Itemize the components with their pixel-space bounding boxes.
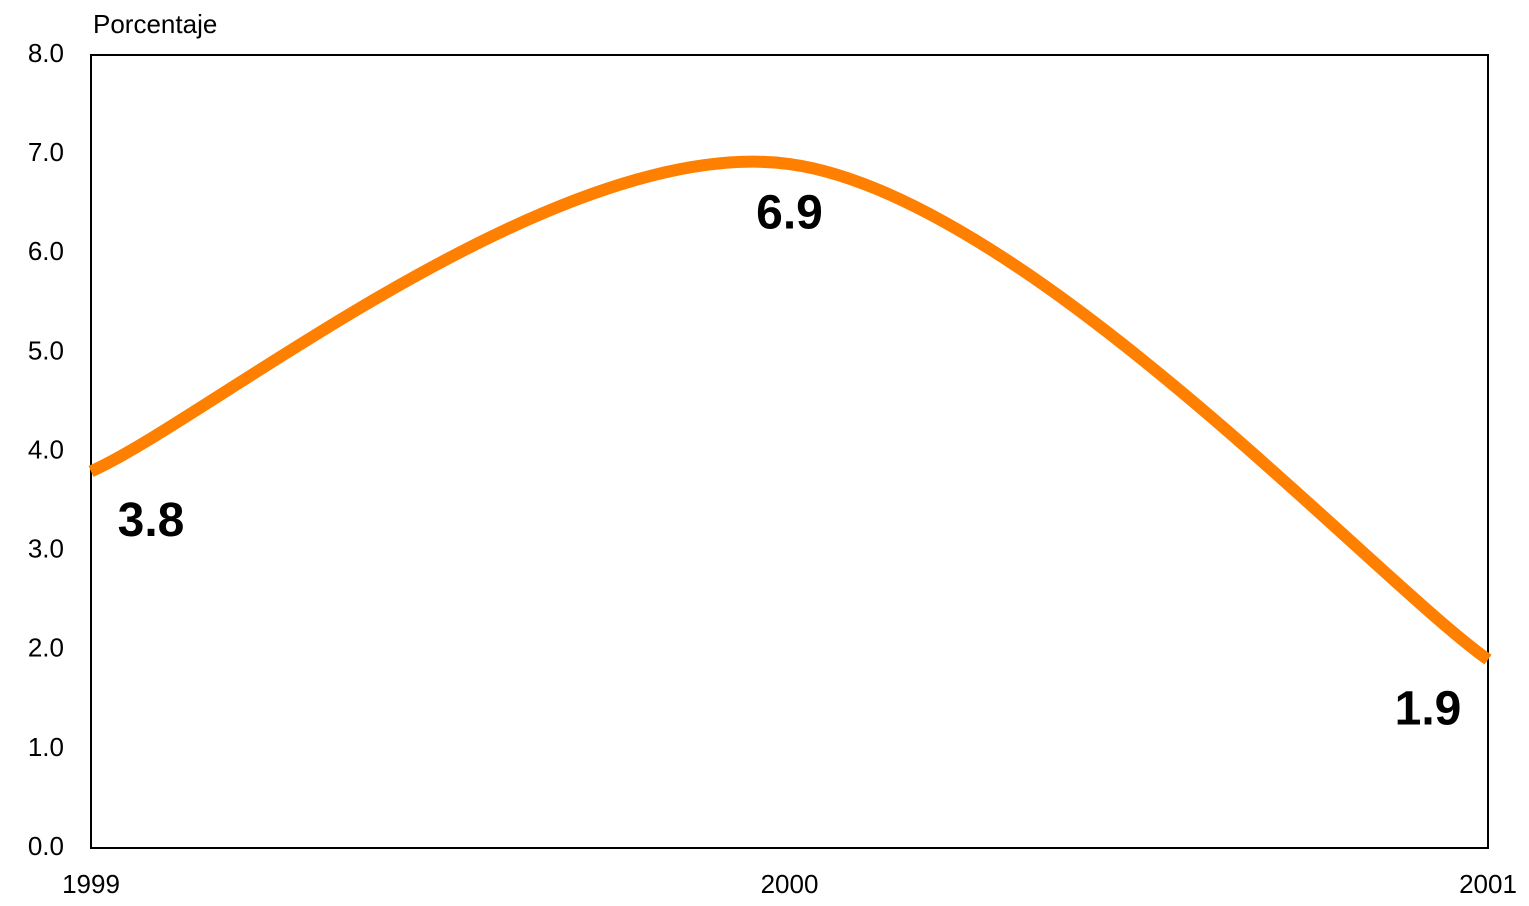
y-tick-label: 7.0 — [28, 137, 64, 167]
y-tick-label: 5.0 — [28, 335, 64, 365]
y-axis-label: Porcentaje — [93, 9, 217, 39]
x-tick-label: 2001 — [1459, 869, 1517, 899]
y-tick-label: 6.0 — [28, 236, 64, 266]
y-tick-label: 8.0 — [28, 38, 64, 68]
y-tick-label: 3.0 — [28, 534, 64, 564]
y-tick-label: 0.0 — [28, 831, 64, 861]
data-line — [88, 155, 1492, 665]
y-tick-label: 4.0 — [28, 434, 64, 464]
value-label: 3.8 — [118, 494, 185, 547]
plot-frame — [90, 54, 1489, 849]
x-tick-label: 1999 — [62, 869, 120, 899]
y-tick-label: 1.0 — [28, 732, 64, 762]
y-tick-label: 2.0 — [28, 633, 64, 663]
value-label: 6.9 — [756, 187, 823, 240]
x-tick-label: 2000 — [761, 869, 819, 899]
value-label: 1.9 — [1395, 682, 1462, 735]
